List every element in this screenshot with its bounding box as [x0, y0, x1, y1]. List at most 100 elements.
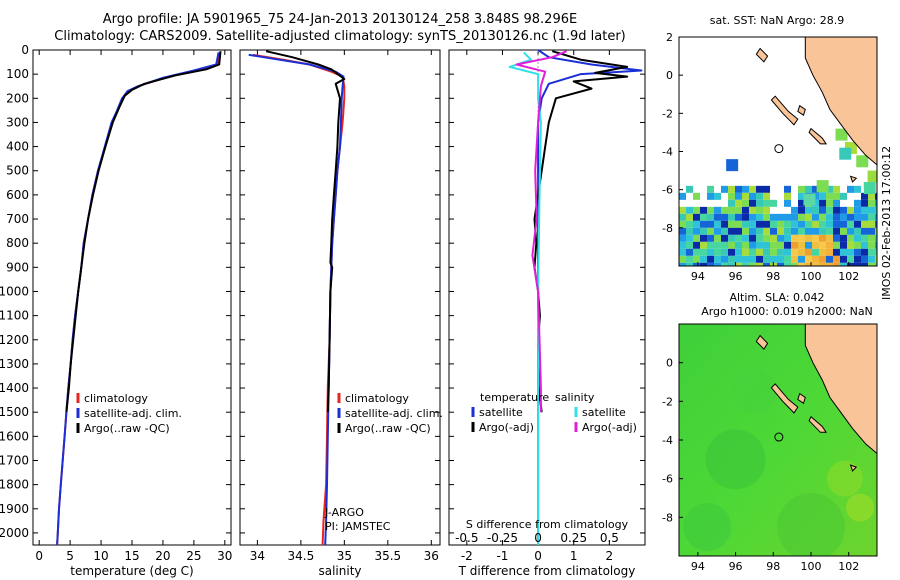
sla-island	[770, 383, 799, 414]
sst-pixel	[728, 248, 735, 256]
sst-pixel	[826, 213, 833, 221]
sst-pixel	[721, 262, 728, 266]
sst-pixel	[700, 248, 707, 256]
sst-pixel	[693, 255, 700, 263]
sst-pixel	[728, 262, 735, 266]
sst-pixel	[868, 227, 875, 235]
depth-tick-label: 0	[21, 43, 29, 57]
sst-pixel	[784, 227, 791, 235]
sst-pixel	[791, 234, 798, 242]
sal-xlabel: salinity	[318, 564, 361, 578]
sst-pixel	[798, 262, 805, 266]
sst-island	[797, 104, 806, 116]
sal-xtick-label: 36	[424, 549, 439, 563]
sst-pixel	[728, 255, 735, 263]
sst-land	[804, 37, 877, 166]
sst-pixel	[798, 234, 805, 242]
sst-pixel	[784, 241, 791, 249]
diff-xlabel: T difference from climatology	[458, 564, 636, 578]
sla-island	[808, 415, 828, 433]
sst-pixel	[791, 255, 798, 263]
sst-pixel	[721, 248, 728, 256]
salinity-panel: 34 34.5 35 35.5 36 salinity climatology satelli…	[239, 49, 443, 578]
diff-xtick-label: 1	[570, 549, 578, 563]
sla-xtick-label: 94	[691, 560, 705, 573]
sst-pixel	[686, 262, 693, 266]
sst-pixel	[812, 199, 819, 207]
temp-series-line	[65, 51, 222, 413]
sst-pixel	[777, 234, 784, 242]
sst-pixel	[728, 192, 735, 200]
diff-t-legend-label: satellite	[479, 406, 523, 419]
diff-s-legend-label: Argo(-adj)	[582, 421, 637, 434]
sst-pixel	[714, 255, 721, 263]
sst-pixel	[861, 241, 868, 249]
sst-pixel	[861, 199, 868, 207]
sst-pixel	[784, 255, 791, 263]
sst-island	[808, 127, 828, 145]
temp-xtick-label: 30	[217, 549, 232, 563]
sst-pixel	[826, 220, 833, 228]
sst-pixel	[742, 248, 749, 256]
sst-pixel	[686, 255, 693, 263]
sst-pixel	[826, 185, 833, 193]
sal-legend-label: Argo(..raw -QC)	[345, 422, 431, 435]
sst-pixel	[728, 220, 735, 228]
sst-pixel	[742, 220, 749, 228]
sst-ytick-label: -6	[662, 184, 673, 197]
sst-pixel	[798, 227, 805, 235]
sst-pixel	[840, 234, 847, 242]
sst-pixel	[749, 220, 756, 228]
sst-pixel	[714, 262, 721, 266]
diff-series-line	[508, 51, 542, 545]
sst-pixel	[693, 227, 700, 235]
sst-pixel	[854, 241, 861, 249]
sst-pixel	[686, 248, 693, 256]
depth-tick-label: 1600	[0, 429, 29, 443]
sst-pixel	[847, 234, 854, 242]
sst-pixel	[819, 192, 826, 200]
sst-pixel	[770, 248, 777, 256]
sst-pixel	[728, 185, 735, 193]
depth-tick-label: 100	[6, 67, 29, 81]
sst-pixel	[812, 213, 819, 221]
sst-pixel	[742, 234, 749, 242]
sla-argo-marker	[774, 432, 784, 442]
sst-pixel	[700, 255, 707, 263]
sst-pixel	[835, 128, 848, 141]
sst-pixel	[805, 262, 812, 266]
temp-series-line	[56, 52, 220, 546]
sst-pixel	[784, 234, 791, 242]
sst-pixel	[875, 206, 877, 214]
sst-pixel	[777, 248, 784, 256]
sla-anomaly-blob	[683, 503, 732, 551]
sst-pixel	[784, 262, 791, 266]
sst-pixel	[812, 248, 819, 256]
diff-s-tick-label: -0.5	[455, 531, 478, 545]
sst-pixel	[812, 241, 819, 249]
sst-ytick-label: 0	[666, 69, 673, 82]
sla-island	[797, 392, 806, 405]
sst-pixel	[819, 227, 826, 235]
sst-pixel	[777, 227, 784, 235]
sst-pixel	[749, 234, 756, 242]
sst-pixel	[791, 213, 798, 221]
depth-tick-label: 400	[6, 140, 29, 154]
sst-pixel	[819, 262, 826, 266]
sst-pixel	[791, 227, 798, 235]
sal-legend-label: climatology	[345, 392, 409, 405]
sst-pixel	[714, 234, 721, 242]
sst-pixel	[875, 227, 877, 235]
temp-xtick-label: 15	[124, 549, 139, 563]
sst-pixel	[812, 255, 819, 263]
depth-tick-label: 800	[6, 236, 29, 250]
sla-ytick-label: -6	[662, 473, 673, 486]
sst-xtick-label: 96	[729, 270, 743, 283]
sst-pixel	[707, 227, 714, 235]
temp-xtick-label: 20	[155, 549, 170, 563]
sst-pixel	[714, 206, 721, 214]
sla-xtick-label: 100	[801, 560, 822, 573]
sst-pixel	[868, 248, 875, 256]
sst-pixel	[756, 213, 763, 221]
